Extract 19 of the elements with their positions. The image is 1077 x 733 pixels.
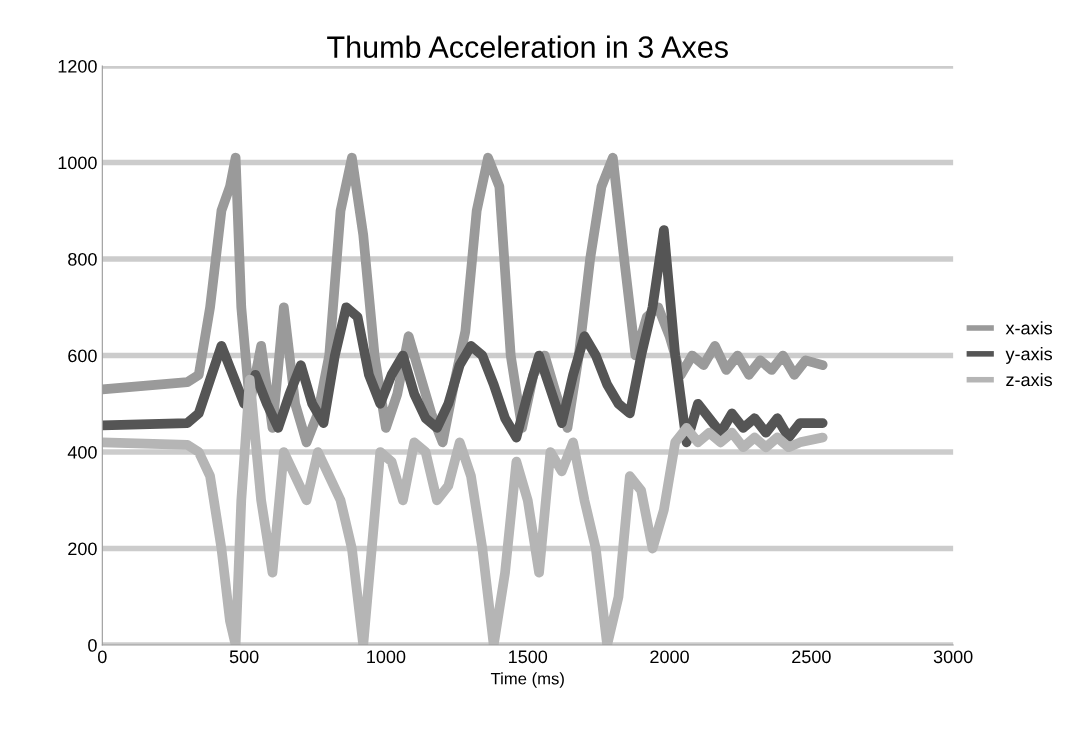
x-tick-label: 0 bbox=[98, 650, 107, 664]
y-tick-label: 800 bbox=[68, 252, 97, 266]
chart-title: Thumb Acceleration in 3 Axes bbox=[327, 35, 728, 58]
x-tick-label: 500 bbox=[229, 650, 259, 664]
x-tick-label: 2500 bbox=[792, 650, 831, 664]
y-tick-label: 0 bbox=[88, 638, 97, 652]
x-tick-label: 2000 bbox=[650, 650, 689, 664]
y-tick-label: 1000 bbox=[58, 156, 97, 170]
x-tick-label: 3000 bbox=[933, 650, 973, 664]
legend-label: z-axis bbox=[1006, 372, 1052, 387]
x-axis-title: Time (ms) bbox=[490, 672, 564, 688]
legend-label: y-axis bbox=[1005, 347, 1052, 364]
y-tick-label: 600 bbox=[68, 349, 97, 363]
y-tick-label: 200 bbox=[68, 542, 97, 556]
legend-label: x-axis bbox=[1005, 321, 1052, 335]
x-tick-label: 1000 bbox=[367, 650, 406, 664]
x-tick-label: 1500 bbox=[509, 650, 548, 664]
y-tick-label: 1200 bbox=[58, 59, 97, 73]
y-tick-label: 400 bbox=[67, 445, 97, 459]
